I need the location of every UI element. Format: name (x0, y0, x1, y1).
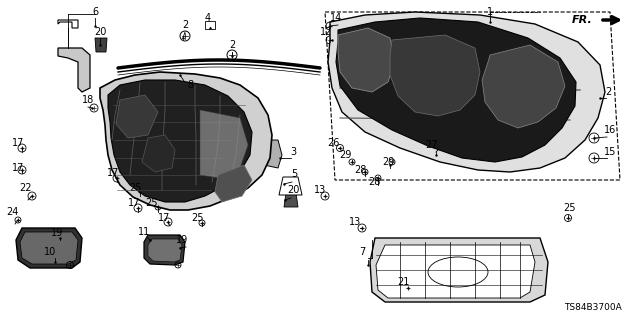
Polygon shape (338, 28, 395, 92)
Text: 5: 5 (291, 169, 297, 179)
Text: 28: 28 (354, 165, 366, 175)
Text: 4: 4 (205, 13, 211, 23)
Text: 20: 20 (287, 185, 299, 195)
Text: 3: 3 (290, 147, 296, 157)
Polygon shape (200, 110, 248, 178)
Text: 22: 22 (19, 183, 31, 193)
Text: 27: 27 (426, 140, 438, 150)
Polygon shape (284, 193, 298, 207)
Text: 18: 18 (82, 95, 94, 105)
Text: 2: 2 (182, 20, 188, 30)
Polygon shape (58, 48, 90, 92)
Text: 1: 1 (487, 7, 493, 17)
Polygon shape (116, 95, 158, 138)
Text: 25: 25 (564, 203, 576, 213)
Text: 2: 2 (605, 87, 611, 97)
Text: 11: 11 (138, 227, 150, 237)
Polygon shape (144, 235, 185, 265)
Polygon shape (58, 20, 78, 28)
Text: 23: 23 (526, 83, 538, 93)
Polygon shape (390, 35, 480, 116)
Text: 6: 6 (92, 7, 98, 17)
Text: 17: 17 (158, 213, 170, 223)
Polygon shape (95, 38, 107, 52)
Text: 16: 16 (604, 125, 616, 135)
Polygon shape (370, 238, 548, 302)
Text: 29: 29 (382, 157, 394, 167)
Text: 19: 19 (176, 235, 188, 245)
Text: 15: 15 (604, 147, 616, 157)
Text: 25: 25 (130, 183, 142, 193)
Text: 10: 10 (44, 247, 56, 257)
Text: 17: 17 (128, 198, 140, 208)
Text: 24: 24 (6, 207, 18, 217)
Text: 13: 13 (314, 185, 326, 195)
Text: 17: 17 (12, 138, 24, 148)
Text: 17: 17 (107, 168, 119, 178)
Polygon shape (16, 228, 82, 268)
Polygon shape (328, 12, 605, 172)
Text: 25: 25 (146, 198, 158, 208)
Polygon shape (336, 18, 576, 162)
Text: FR.: FR. (572, 15, 593, 25)
Text: 8: 8 (187, 80, 193, 90)
Text: 14: 14 (330, 13, 342, 23)
Text: 7: 7 (359, 247, 365, 257)
Text: 19: 19 (51, 228, 63, 238)
Bar (205, 21, 215, 29)
Text: 20: 20 (94, 27, 106, 37)
Text: 21: 21 (397, 277, 409, 287)
Polygon shape (148, 239, 182, 262)
Text: 28: 28 (368, 177, 380, 187)
Text: 29: 29 (339, 150, 351, 160)
Polygon shape (20, 232, 78, 264)
Text: 12: 12 (320, 27, 332, 37)
Polygon shape (482, 45, 565, 128)
Text: 13: 13 (349, 217, 361, 227)
Text: TS84B3700A: TS84B3700A (564, 303, 622, 312)
Text: 17: 17 (12, 163, 24, 173)
Text: 9: 9 (503, 70, 509, 80)
Text: 2: 2 (229, 40, 235, 50)
Polygon shape (264, 140, 282, 168)
Polygon shape (100, 72, 272, 210)
Polygon shape (376, 245, 535, 298)
Polygon shape (215, 165, 252, 202)
Polygon shape (142, 135, 175, 172)
Polygon shape (279, 177, 302, 195)
Polygon shape (108, 80, 252, 202)
Text: 26: 26 (327, 138, 339, 148)
Text: 25: 25 (191, 213, 204, 223)
